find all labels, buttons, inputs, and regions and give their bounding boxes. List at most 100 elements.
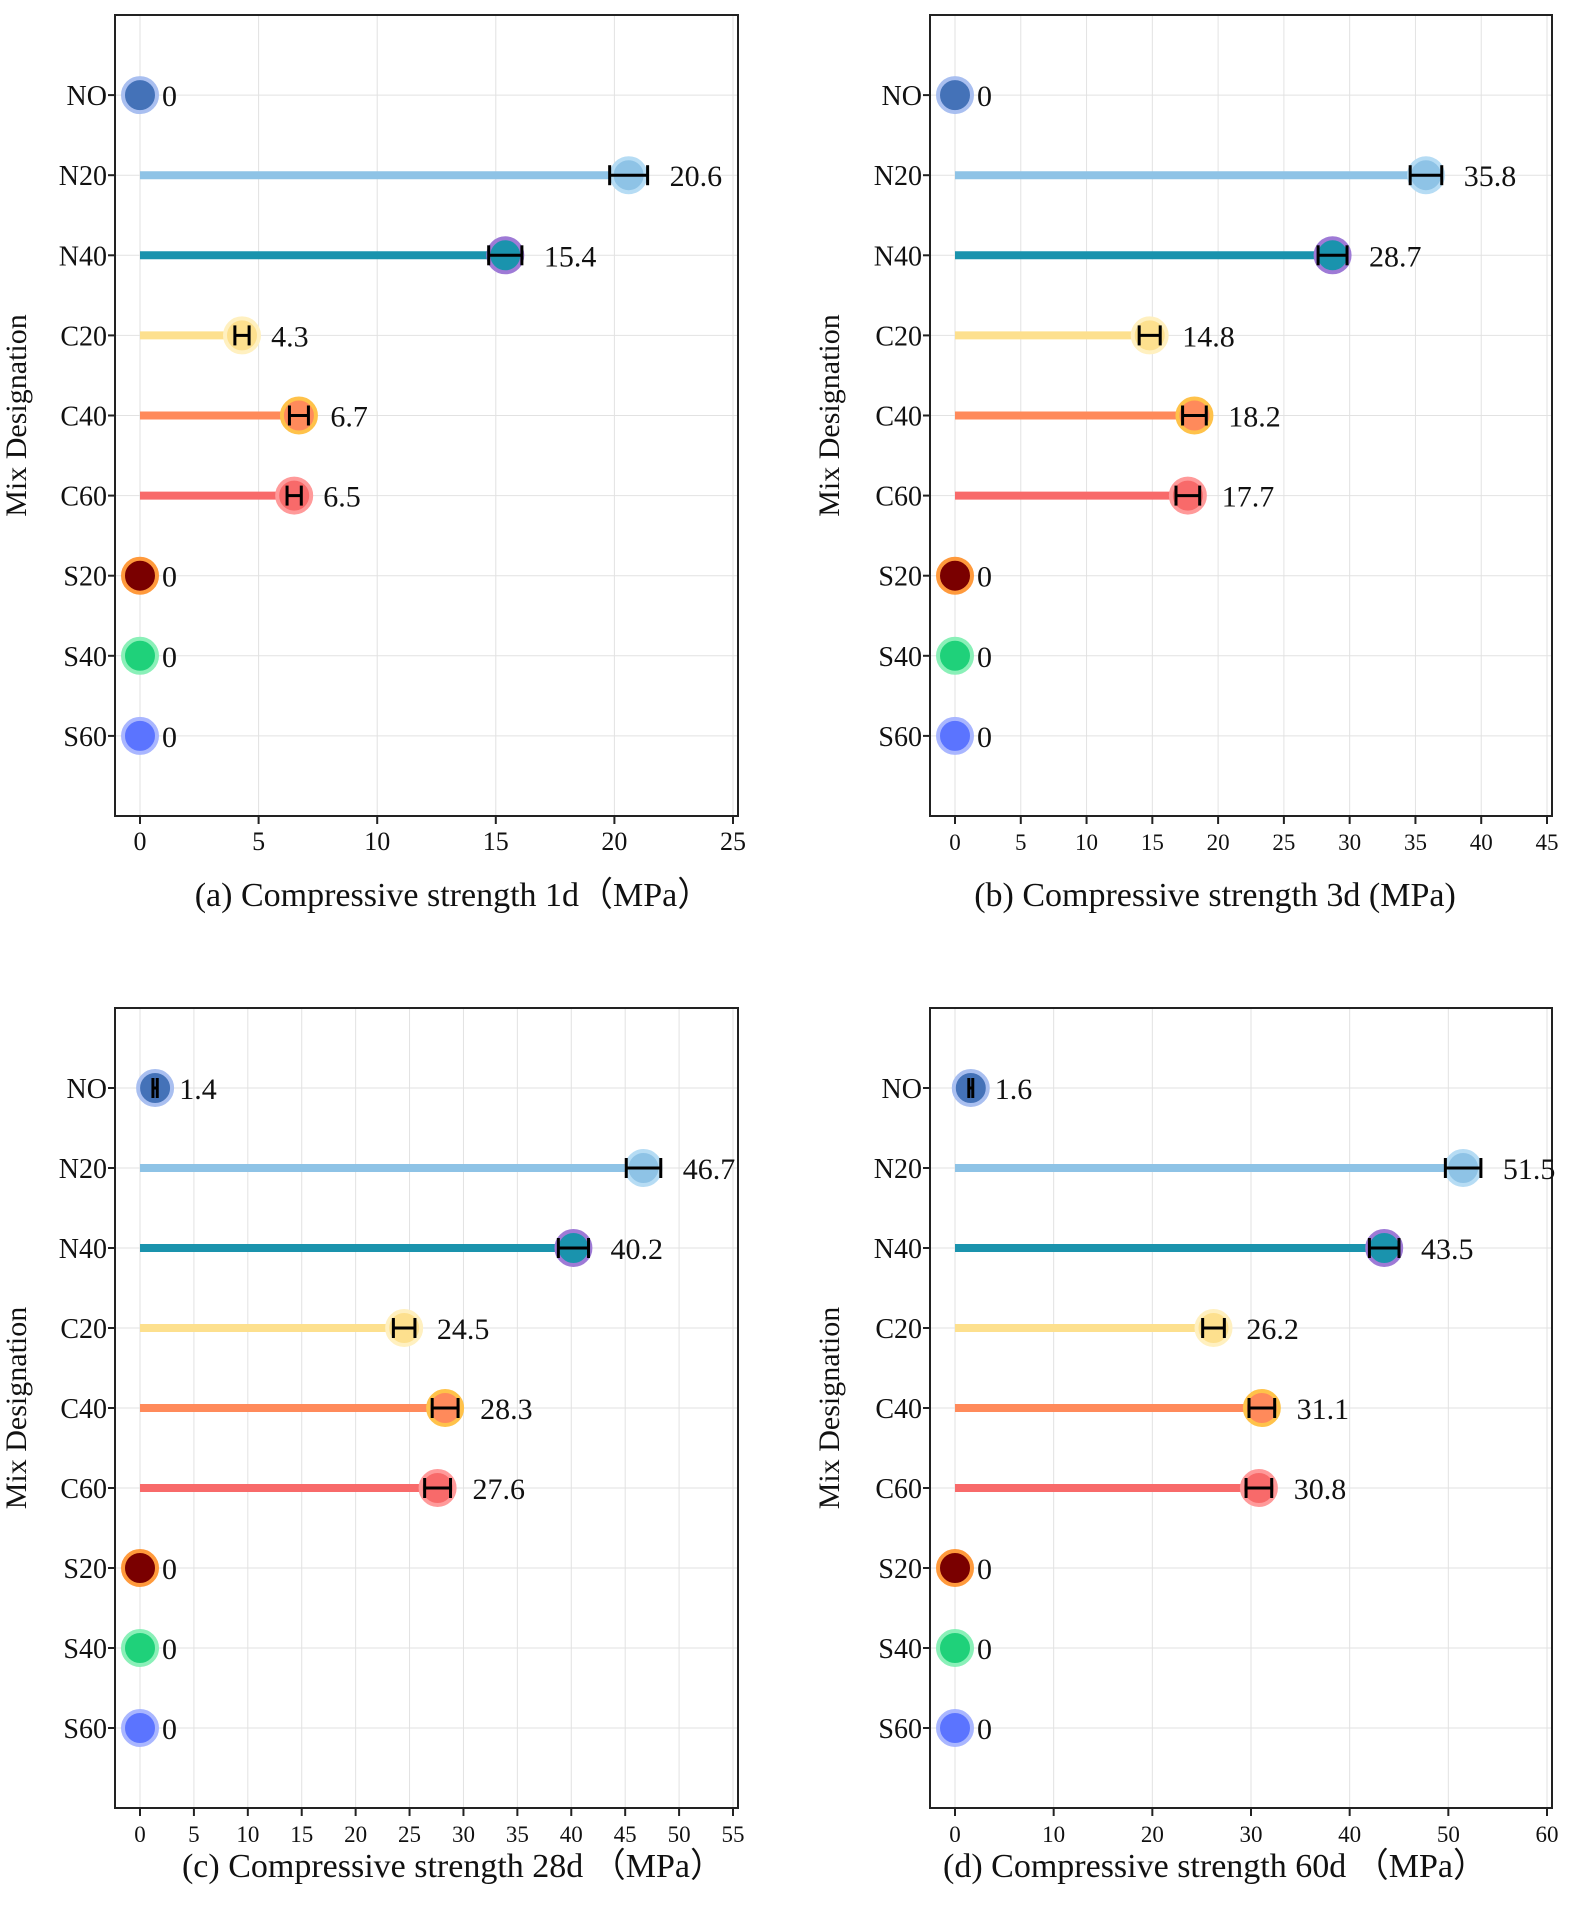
chart-a-y-axis-title: Mix Designation [0,314,33,517]
chart-b-point-s60 [936,716,974,755]
chart-b-x-tick-label: 35 [1404,830,1427,855]
chart-d-value-label-n20: 51.5 [1503,1153,1556,1186]
chart-d-y-axis-title: Mix Designation [813,1307,846,1510]
chart-d-category-label: S20 [878,1554,922,1585]
chart-a-category-label: C40 [60,402,107,433]
chart-d-point-s60 [936,1709,974,1747]
chart-a-point-s40 [121,636,159,675]
chart-c-value-label-s20: 0 [162,1553,177,1586]
chart-d-x-tick-label: 60 [1536,1822,1559,1847]
chart-a-x-tick-label: 15 [483,827,509,856]
chart-c-category-label: S40 [63,1634,107,1665]
chart-d-category-label: C60 [875,1474,922,1505]
chart-c-category-label: N20 [59,1154,107,1185]
chart-c-x-tick-label: 25 [398,1822,421,1847]
chart-c-category-label: N40 [59,1234,107,1265]
chart-c-x-tick-label: 30 [452,1822,475,1847]
chart-c-y-axis-title: Mix Designation [0,1307,33,1510]
chart-c-value-label-c20: 24.5 [437,1313,490,1346]
chart-b-value-label-n40: 28.7 [1369,240,1422,273]
chart-c-category-label: S20 [63,1554,107,1585]
chart-d-value-label-s60: 0 [977,1713,992,1746]
chart-b-value-label-s40: 0 [977,641,992,674]
chart-d-value-label-c60: 30.8 [1294,1473,1347,1506]
chart-d-category-label: S40 [878,1634,922,1665]
chart-c-x-tick-label: 0 [134,1822,146,1847]
chart-a-category-label: C60 [60,482,107,513]
chart-b-category-label: NO [882,81,922,112]
chart-a-category-label: C20 [60,321,107,352]
chart-b-x-tick-label: 45 [1536,830,1559,855]
chart-a-category-label: N20 [59,161,107,192]
chart-d-category-label: N40 [874,1234,922,1265]
chart-d-x-tick-label: 50 [1437,1822,1460,1847]
chart-d-value-label-s20: 0 [977,1553,992,1586]
chart-b-point-no [936,76,974,115]
chart-c-value-label-s60: 0 [162,1713,177,1746]
chart-c-value-label-no: 1.4 [179,1073,217,1106]
chart-d-category-label: N20 [874,1154,922,1185]
chart-a-value-label-s20: 0 [162,561,177,594]
chart-b-x-tick-label: 25 [1272,830,1295,855]
chart-a-point-no [121,76,159,115]
chart-b-point-s40 [936,636,974,675]
chart-d-value-label-c40: 31.1 [1297,1393,1350,1426]
chart-d-category-label: NO [882,1074,922,1105]
chart-a-category-label: S60 [63,722,107,753]
chart-c-caption: (c) Compressive strength 28d （MPa） [182,1847,724,1885]
chart-d-x-tick-label: 20 [1141,1822,1164,1847]
chart-b-x-tick-label: 10 [1075,830,1098,855]
chart-d-x-tick-label: 40 [1338,1822,1361,1847]
chart-b-value-label-s60: 0 [977,721,992,754]
chart-c-point-s20 [121,1549,159,1587]
chart-b-x-tick-label: 0 [949,830,961,855]
chart-d-category-label: C40 [875,1394,922,1425]
chart-b-x-tick-label: 5 [1015,830,1027,855]
chart-a-value-label-c60: 6.5 [323,481,361,514]
chart-a-value-label-n40: 15.4 [544,240,597,273]
chart-c-point-s40 [121,1629,159,1667]
chart-d-x-tick-label: 0 [949,1822,961,1847]
chart-c-value-label-c60: 27.6 [473,1473,526,1506]
chart-a-x-tick-label: 5 [252,827,265,856]
chart-a-category-label: NO [67,81,107,112]
chart-c-category-label: C60 [60,1474,107,1505]
chart-a-value-label-no: 0 [162,80,177,113]
chart-b-category-label: N40 [874,241,922,272]
chart-b-x-tick-label: 40 [1470,830,1493,855]
chart-b-x-tick-label: 15 [1141,830,1164,855]
chart-c-x-tick-label: 20 [344,1822,367,1847]
chart-a-value-label-c20: 4.3 [271,320,309,353]
chart-b-value-label-c60: 17.7 [1222,481,1275,514]
chart-c-x-tick-label: 45 [614,1822,637,1847]
chart-c-x-tick-label: 50 [668,1822,691,1847]
chart-c-category-label: NO [67,1074,107,1105]
chart-a-point-s60 [121,716,159,755]
chart-c-value-label-s40: 0 [162,1633,177,1666]
chart-c-value-label-n40: 40.2 [611,1233,664,1266]
chart-c-x-tick-label: 5 [188,1822,200,1847]
chart-b-category-label: N20 [874,161,922,192]
chart-c-category-label: C20 [60,1314,107,1345]
chart-b-value-label-c40: 18.2 [1228,401,1281,434]
chart-b-category-label: C20 [875,321,922,352]
chart-b-category-label: S20 [878,562,922,593]
chart-c-x-tick-label: 10 [236,1822,259,1847]
chart-b-category-label: S40 [878,642,922,673]
chart-a-value-label-s60: 0 [162,721,177,754]
chart-b-point-s20 [936,556,974,595]
chart-a-value-label-n20: 20.6 [670,160,723,193]
chart-a-x-tick-label: 0 [134,827,147,856]
chart-a-value-label-c40: 6.7 [330,401,368,434]
chart-d-value-label-c20: 26.2 [1246,1313,1299,1346]
chart-c-category-label: S60 [63,1714,107,1745]
chart-b-value-label-c20: 14.8 [1182,320,1235,353]
chart-d-point-s40 [936,1629,974,1667]
chart-b-value-label-n20: 35.8 [1464,160,1517,193]
chart-c-value-label-c40: 28.3 [480,1393,532,1426]
chart-b-x-tick-label: 20 [1207,830,1230,855]
chart-a-x-tick-label: 20 [601,827,627,856]
chart-a-point-s20 [121,556,159,595]
chart-d-point-s20 [936,1549,974,1587]
